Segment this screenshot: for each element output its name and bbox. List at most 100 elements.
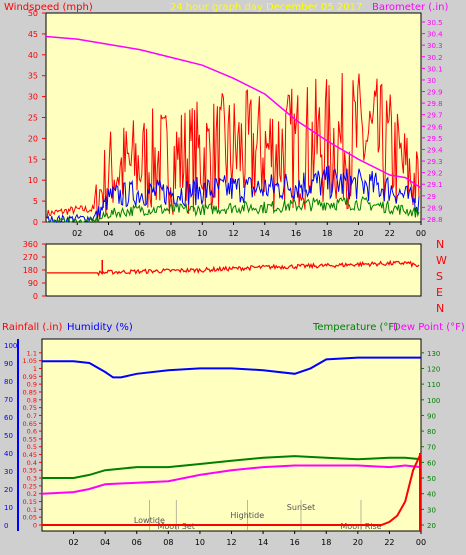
rain-y-tick-label: 0.85 xyxy=(23,388,37,396)
rain-y-tick-label: 0.2 xyxy=(27,490,37,498)
compass-label: W xyxy=(436,254,447,267)
baro-y-tick-label: 29.8 xyxy=(427,100,443,108)
climate-x-tick-label: 00 xyxy=(416,538,426,547)
baro-y-tick-label: 30.5 xyxy=(427,19,443,27)
humidity-y-tick-label: 50 xyxy=(4,432,13,440)
baro-y-tick-label: 29.7 xyxy=(427,112,443,120)
temperature-axis-title: Temperature (°F) xyxy=(312,322,398,333)
compass-label: S xyxy=(436,270,443,283)
wind-x-tick-label: 00 xyxy=(416,229,426,238)
direction-y-tick-label: 360 xyxy=(23,240,38,249)
temperature-series-line xyxy=(42,455,422,479)
climate-x-tick-label: 08 xyxy=(163,538,173,547)
climate-x-tick-label: 18 xyxy=(321,538,331,547)
wind-x-tick-label: 22 xyxy=(385,229,395,238)
wind-x-tick-label: 02 xyxy=(72,229,82,238)
temp-y-tick-label: 70 xyxy=(427,444,436,452)
baro-y-tick-label: 28.9 xyxy=(427,204,443,212)
rain-y-tick-label: 0.25 xyxy=(23,482,37,490)
event-marker-label: Hightide xyxy=(230,511,264,520)
climate-x-tick-label: 14 xyxy=(258,538,268,547)
wind-y-tick-label: 25 xyxy=(28,114,38,123)
direction-y-tick-label: 0 xyxy=(33,292,38,301)
wind-min-series-line xyxy=(47,195,420,224)
temp-y-tick-label: 100 xyxy=(427,397,440,405)
rain-y-tick-label: 0.55 xyxy=(23,435,37,443)
wind-x-tick-label: 10 xyxy=(197,229,207,238)
dewpoint-axis-title: Dew Point (°F) xyxy=(393,322,465,333)
rain-y-tick-label: 0.35 xyxy=(23,467,37,475)
wind-y-tick-label: 0 xyxy=(33,218,38,227)
climate-x-tick-label: 04 xyxy=(100,538,110,547)
temp-y-tick-label: 60 xyxy=(427,459,436,467)
humidity-axis-title: Humidity (%) xyxy=(67,322,133,333)
wind-x-tick-label: 06 xyxy=(135,229,145,238)
humidity-y-tick-label: 20 xyxy=(4,486,13,494)
humidity-y-tick-label: 90 xyxy=(4,360,13,368)
rain-y-tick-label: 1.05 xyxy=(23,357,37,365)
direction-y-tick-label: 90 xyxy=(28,279,38,288)
rain-y-tick-label: 0.7 xyxy=(27,412,37,420)
wind-x-tick-label: 12 xyxy=(228,229,238,238)
direction-y-tick-label: 180 xyxy=(23,266,38,275)
baro-y-tick-label: 29.9 xyxy=(427,89,443,97)
baro-y-tick-label: 29.5 xyxy=(427,135,443,143)
humidity-y-tick-label: 30 xyxy=(4,468,13,476)
compass-label: N xyxy=(436,302,444,315)
humidity-y-tick-label: 100 xyxy=(4,342,17,350)
windspeed-axis-title: Windspeed (mph) xyxy=(4,2,93,13)
wind-x-tick-label: 14 xyxy=(260,229,270,238)
wind-x-tick-label: 04 xyxy=(103,229,113,238)
event-marker-label: Moon Rise xyxy=(340,522,381,531)
baro-y-tick-label: 28.8 xyxy=(427,216,443,224)
temp-y-tick-label: 40 xyxy=(427,491,436,499)
temp-y-tick-label: 20 xyxy=(427,522,436,530)
wind-y-tick-label: 15 xyxy=(28,155,38,164)
humidity-y-tick-label: 80 xyxy=(4,378,13,386)
climate-x-tick-label: 16 xyxy=(290,538,300,547)
humidity-y-tick-label: 60 xyxy=(4,414,13,422)
rain-y-tick-label: 1.1 xyxy=(27,349,37,357)
rain-y-tick-label: 0 xyxy=(33,522,37,530)
rainfall-series-line xyxy=(42,452,422,526)
wind-x-tick-label: 16 xyxy=(291,229,301,238)
wind-y-tick-label: 40 xyxy=(28,51,38,60)
baro-y-tick-label: 29.6 xyxy=(427,123,443,131)
event-marker-label: SunSet xyxy=(287,503,315,512)
wind-x-tick-label: 08 xyxy=(166,229,176,238)
wind-x-tick-label: 18 xyxy=(322,229,332,238)
dewpoint-series-line xyxy=(41,464,422,495)
compass-label: E xyxy=(436,286,443,299)
climate-x-tick-label: 12 xyxy=(226,538,236,547)
humidity-y-tick-label: 70 xyxy=(4,396,13,404)
baro-y-tick-label: 30.4 xyxy=(427,31,443,39)
wind-y-tick-label: 35 xyxy=(28,72,38,81)
direction-y-tick-label: 270 xyxy=(23,253,38,262)
climate-x-tick-label: 10 xyxy=(195,538,205,547)
humidity-y-tick-label: 10 xyxy=(4,504,13,512)
climate-x-tick-label: 06 xyxy=(132,538,142,547)
event-marker-label: Lowtide xyxy=(134,516,165,525)
rain-y-tick-label: 0.9 xyxy=(27,381,37,389)
rain-y-tick-label: 0.5 xyxy=(27,443,37,451)
direction-series-line xyxy=(47,259,420,277)
rain-y-tick-label: 0.6 xyxy=(27,428,37,436)
compass-label: N xyxy=(436,238,444,251)
baro-y-tick-label: 30.1 xyxy=(427,65,443,73)
baro-y-tick-label: 29.1 xyxy=(427,181,443,189)
rain-y-tick-label: 0.65 xyxy=(23,420,37,428)
wind-y-tick-label: 30 xyxy=(28,93,38,102)
temp-y-tick-label: 30 xyxy=(427,506,436,514)
wind-y-tick-label: 50 xyxy=(28,9,38,18)
barometer-series-line xyxy=(45,35,422,189)
wind-y-tick-label: 5 xyxy=(33,197,38,206)
temp-y-tick-label: 80 xyxy=(427,428,436,436)
baro-y-tick-label: 30.2 xyxy=(427,54,443,62)
rain-y-tick-label: 0.45 xyxy=(23,451,37,459)
rain-y-tick-label: 0.95 xyxy=(23,373,37,381)
climate-x-tick-label: 20 xyxy=(353,538,363,547)
barometer-axis-title: Barometer (.in) xyxy=(372,2,448,13)
rain-y-tick-label: 0.4 xyxy=(27,459,37,467)
